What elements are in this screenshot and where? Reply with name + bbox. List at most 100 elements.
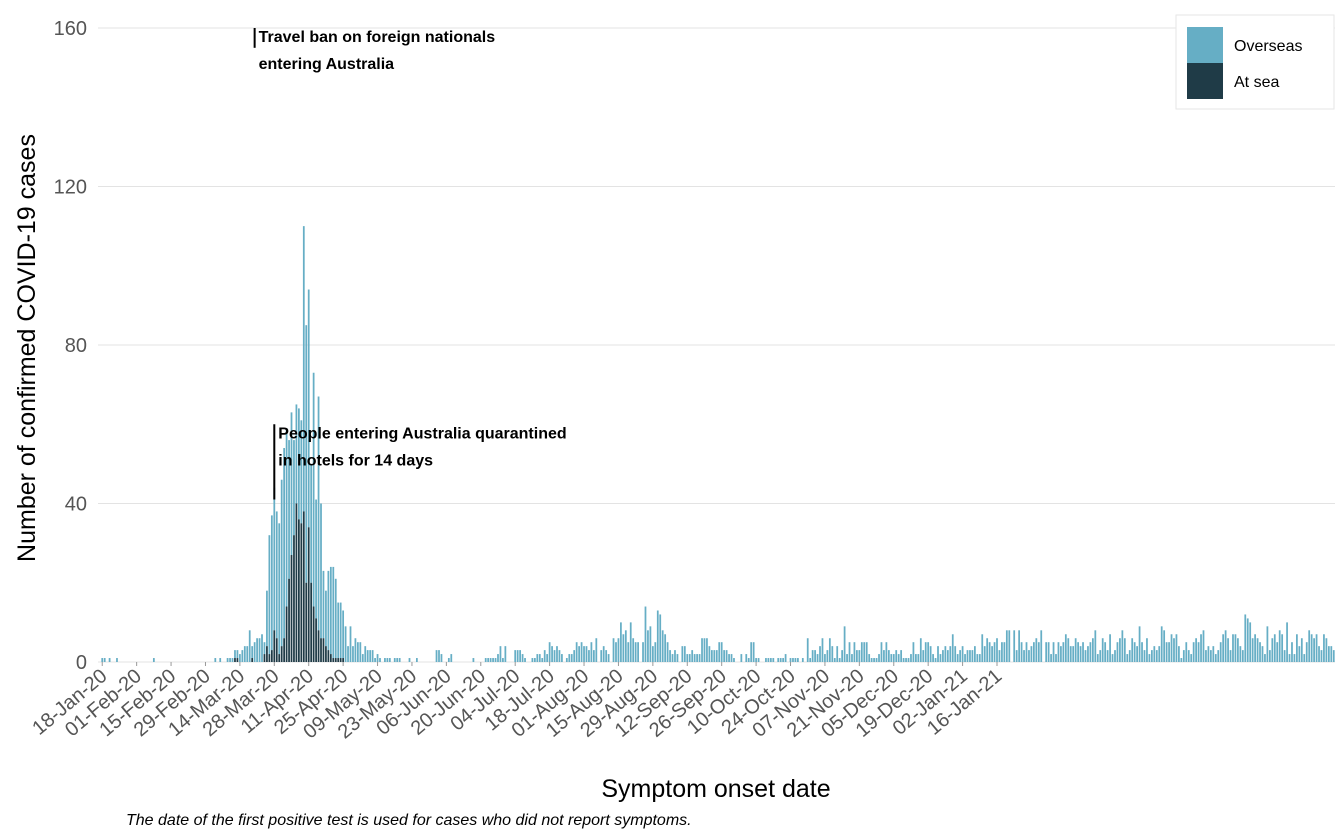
bar-at-sea [329,654,332,662]
bar-overseas [691,650,694,662]
bar-overseas [253,642,256,662]
bar-overseas [863,642,866,662]
bar-at-sea [283,638,286,662]
bar-at-sea [317,630,320,662]
bar-overseas [964,654,966,662]
bar-overseas [290,412,293,556]
bar-overseas [1082,642,1084,662]
bar-at-sea [270,650,273,662]
bar-overseas [666,642,669,662]
bar-overseas [969,650,971,662]
bar-overseas [973,646,976,662]
bar-overseas [1084,650,1087,662]
bar-overseas [1136,646,1138,662]
bar-overseas [1259,642,1261,662]
bar-at-sea [288,578,290,662]
bar-overseas [531,658,534,662]
bar-overseas [1087,646,1089,662]
bar-overseas [946,650,949,662]
bar-overseas [1148,654,1151,662]
bar-overseas [1106,650,1109,662]
bar-overseas [627,642,630,662]
bar-overseas [1030,646,1033,662]
bar-at-sea [268,654,271,662]
series-overseas [101,226,1335,662]
bar-overseas [325,590,327,647]
bar-overseas [669,650,671,662]
bar-overseas [880,642,883,662]
bar-at-sea [307,527,310,662]
bar-overseas [374,658,376,662]
bar-overseas [1266,626,1269,662]
bar-overseas [1005,630,1008,662]
bar-overseas [617,638,620,662]
bar-overseas [1050,654,1052,662]
bar-overseas [1067,638,1070,662]
bar-overseas [806,638,809,662]
bar-overseas [1028,650,1030,662]
bar-overseas [1150,650,1153,662]
bar-overseas [590,642,593,662]
bar-overseas [843,626,846,662]
bar-overseas [1229,650,1232,662]
bar-overseas [1091,638,1094,662]
bar-overseas [334,578,337,659]
bar-overseas [801,658,804,662]
bar-overseas [856,650,858,662]
bar-overseas [492,658,494,662]
bar-overseas [900,650,903,662]
bar-at-sea [325,646,327,662]
bar-overseas [851,654,853,662]
bar-overseas [942,650,944,662]
bar-overseas [710,650,713,662]
bar-overseas [487,658,490,662]
bar-overseas [1276,642,1279,662]
bar-overseas [902,658,905,662]
bar-overseas [1237,638,1239,662]
bar-overseas [305,325,308,583]
bar-overseas [1055,654,1057,662]
bar-overseas [782,658,785,662]
bar-overseas [261,634,263,662]
bar-overseas [883,650,885,662]
bar-at-sea [290,555,293,662]
bar-overseas [1168,642,1170,662]
bar-overseas [676,654,679,662]
bar-overseas [1143,650,1146,662]
bar-overseas [1308,630,1311,662]
bar-overseas [1074,638,1077,662]
bar-overseas [354,638,357,662]
bar-overseas [580,642,583,662]
bar-overseas [1264,654,1266,662]
series-at-sea [234,503,345,662]
bar-overseas [344,626,347,662]
bar-overseas [546,654,549,662]
y-axis-title: Number of confirmed COVID-19 cases [13,134,41,562]
bar-overseas [489,658,492,662]
bar-overseas [745,654,748,662]
bar-at-sea [266,646,268,662]
bar-overseas [723,650,726,662]
bar-overseas [777,658,780,662]
bar-overseas [1133,642,1136,662]
bar-overseas [307,289,310,528]
bar-overseas [1182,650,1185,662]
bar-overseas [747,658,750,662]
bar-overseas [713,650,716,662]
bar-overseas [386,658,389,662]
bar-overseas [1227,638,1229,662]
bar-overseas [733,658,735,662]
bar-overseas [339,602,342,659]
bar-overseas [349,626,352,662]
bar-overseas [1325,638,1328,662]
bar-overseas [1202,630,1205,662]
bar-overseas [1313,638,1315,662]
bar-overseas [865,642,868,662]
bar-at-sea [295,503,298,662]
bar-overseas [919,638,922,662]
bar-overseas [288,440,290,579]
bar-overseas [524,658,526,662]
bar-overseas [1003,642,1006,662]
bar-overseas [1286,622,1288,662]
bar-overseas [541,658,544,662]
